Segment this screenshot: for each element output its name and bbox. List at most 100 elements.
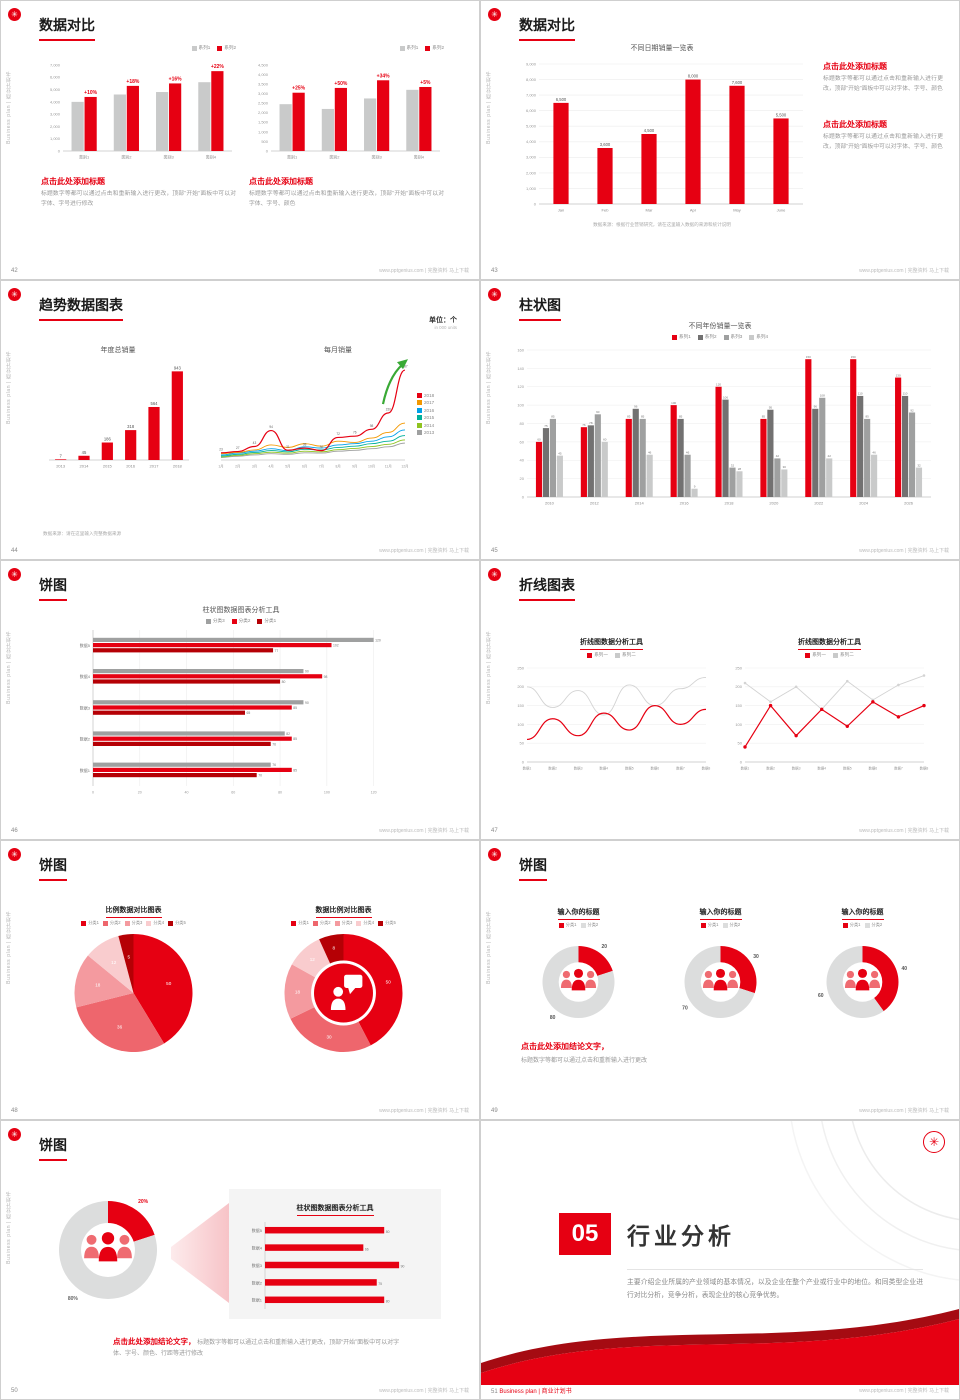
- monthly-sales-block: 每月销量 1月 2月 3月 4月 5月 6月 7月 8月 9月 10月 11月 12月 23 27 43 94…: [213, 345, 463, 470]
- svg-text:12月: 12月: [401, 465, 408, 469]
- watermark: www.pptgenius.com | 完整资料 马上下载: [859, 1108, 949, 1114]
- svg-text:数据2: 数据2: [766, 766, 775, 771]
- chart-legend: 系列1 系列2: [249, 45, 444, 51]
- svg-text:100: 100: [324, 791, 330, 795]
- brand-logo-icon: ✳: [488, 848, 501, 861]
- svg-text:类别1: 类别1: [79, 154, 90, 160]
- brand-logo-icon: ✳: [8, 8, 21, 21]
- text-block: 点击此处添加标题 标题数字等都可以通过点击和重新输入进行更改，顶部“开始”面板中…: [823, 61, 943, 95]
- page-number: 43: [491, 268, 498, 274]
- svg-text:120: 120: [716, 383, 721, 387]
- legend-item: 分类1: [700, 922, 719, 928]
- side-label: Business plan | 商业计划书: [6, 71, 12, 144]
- funnel-shape: [171, 1203, 229, 1303]
- slide-49[interactable]: ✳ Business plan | 商业计划书 饼图 输入你的标题 分类1 分类2…: [481, 841, 959, 1119]
- svg-text:500: 500: [261, 139, 268, 144]
- watermark: www.pptgenius.com | 完整资料 马上下载: [859, 268, 949, 274]
- svg-text:96: 96: [634, 405, 638, 409]
- svg-text:0: 0: [266, 148, 269, 153]
- svg-text:78: 78: [589, 421, 593, 425]
- page-number: 49: [491, 1108, 498, 1114]
- svg-text:5,000: 5,000: [50, 87, 61, 92]
- monthly-sales-line-chart: 1月 2月 3月 4月 5月 6月 7月 8月 9月 10月 11月 12月 23 27 43 94 31 38 3…: [218, 359, 409, 469]
- slide-45[interactable]: ✳ Business plan | 商业计划书 柱状图 不同年份销量一览表 系列…: [481, 281, 959, 559]
- chart-legend: 分类1 分类2: [511, 922, 646, 928]
- svg-text:0: 0: [58, 148, 61, 153]
- svg-text:82: 82: [286, 732, 290, 736]
- legend-item: 系列二: [615, 652, 636, 658]
- svg-text:0: 0: [740, 759, 743, 764]
- slide-47[interactable]: ✳ Business plan | 商业计划书 折线图表 折线图数据分析工具 系…: [481, 561, 959, 839]
- svg-text:数据8: 数据8: [702, 766, 711, 771]
- grouped-bar-chart: 160 140 120 100 80 60 40 20 0 2010 60 75 85 45 2012 76 7…: [517, 347, 931, 506]
- svg-text:76: 76: [353, 431, 357, 435]
- svg-text:30: 30: [320, 445, 324, 449]
- smooth-line-chart: 250 200 150 100 50 0 数据1 数据2 数据3 数据4 数据5 数据6 数据7 数据8: [517, 665, 711, 771]
- svg-text:数据2: 数据2: [80, 736, 91, 742]
- svg-text:Mar: Mar: [646, 208, 654, 213]
- chart-block: 不同年份销量一览表 系列1 系列2 系列3 系列4 160 140 120 100 80 60 4…: [505, 321, 935, 512]
- svg-text:85: 85: [679, 415, 683, 419]
- slide-46[interactable]: ✳ Business plan | 商业计划书 饼图 柱状图数据图表分析工具 分…: [1, 561, 479, 839]
- svg-text:92: 92: [910, 408, 914, 412]
- legend-item: 系列一: [805, 652, 826, 658]
- conclusion-heading: 点击此处添加结论文字，: [521, 1042, 609, 1051]
- svg-text:30: 30: [753, 954, 759, 960]
- svg-text:60: 60: [520, 439, 525, 444]
- svg-text:75: 75: [378, 1282, 382, 1286]
- unit-main: 单位：个: [429, 317, 457, 324]
- legend-item: 2014: [417, 422, 434, 428]
- svg-text:6,500: 6,500: [556, 97, 567, 102]
- slide-44[interactable]: ✳ Business plan | 商业计划书 趋势数据图表 单位：个 in 0…: [1, 281, 479, 559]
- svg-text:287: 287: [402, 365, 408, 369]
- slide-42[interactable]: ✳ Business plan | 商业计划书 数据对比 系列1 系列2 7,00…: [1, 1, 479, 279]
- svg-text:90: 90: [305, 701, 309, 705]
- svg-text:70: 70: [258, 774, 262, 778]
- slide-footer: 51 Business plan | 商业计划书: [491, 1386, 572, 1395]
- svg-text:85: 85: [293, 706, 297, 710]
- svg-text:8,000: 8,000: [526, 77, 537, 82]
- slide-43[interactable]: ✳ Business plan | 商业计划书 数据对比 不同日期销量一览表 9…: [481, 1, 959, 279]
- svg-text:+34%: +34%: [377, 73, 390, 79]
- slide-50[interactable]: ✳ Business plan | 商业计划书 饼图 20% 80% 柱状图数据图…: [1, 1121, 479, 1399]
- chart-block-left: 系列1 系列2 7,000 6,000 5,000 4,000 3,000 2,000 1,0…: [41, 45, 236, 210]
- slide-title: 柱状图: [519, 295, 561, 321]
- svg-text:200: 200: [735, 684, 742, 689]
- side-label: Business plan | 商业计划书: [6, 631, 12, 704]
- red-swoosh: [481, 1309, 959, 1385]
- svg-text:类别2: 类别2: [121, 154, 132, 160]
- svg-text:+25%: +25%: [292, 86, 305, 92]
- svg-text:0: 0: [522, 494, 525, 499]
- slide-51[interactable]: ✳ 05 行业分析 主要介绍企业所属的产业领域的基本情况，以及企业在整个产业或行…: [481, 1121, 959, 1399]
- svg-text:250: 250: [517, 665, 524, 670]
- svg-text:85: 85: [293, 768, 297, 772]
- svg-text:2016: 2016: [126, 464, 136, 469]
- svg-text:80: 80: [278, 791, 282, 795]
- svg-text:80: 80: [385, 1299, 389, 1303]
- svg-text:98: 98: [324, 675, 328, 679]
- block-body: 标题数字等都可以通过点击和重新输入进行更改，顶部“开始”面板中可以对字体、字号、…: [823, 76, 943, 92]
- brand-logo-icon: ✳: [488, 288, 501, 301]
- svg-text:42: 42: [776, 454, 780, 458]
- legend-item: 分类2: [864, 922, 882, 928]
- svg-text:9: 9: [694, 485, 696, 489]
- svg-text:20: 20: [138, 791, 142, 795]
- svg-text:50: 50: [386, 980, 392, 985]
- svg-text:50: 50: [166, 981, 172, 986]
- svg-text:45: 45: [558, 451, 562, 455]
- legend-item: 分类1: [81, 920, 99, 926]
- slide-48[interactable]: ✳ Business plan | 商业计划书 饼图 比例数据对比图表 分类1 分…: [1, 841, 479, 1119]
- pair-bar-chart-right: 4,500 4,000 3,500 3,000 2,500 2,000 1,500 1,000…: [258, 62, 440, 160]
- svg-text:80: 80: [520, 421, 525, 426]
- text-block: 点击此处添加标题 标题数字等都可以通过点击和重新输入进行更改，顶部“开始”面板中…: [823, 119, 943, 153]
- sales-bar-chart: 9,000 8,000 7,000 6,000 5,000 4,000 3,000 2,000…: [526, 61, 803, 213]
- legend-item: 分类3: [124, 920, 142, 926]
- svg-text:1月: 1月: [218, 465, 223, 469]
- legend-item: 系列一: [587, 652, 608, 658]
- svg-text:10月: 10月: [368, 465, 375, 469]
- section-title: 行业分析: [627, 1223, 735, 1249]
- svg-text:150: 150: [735, 703, 742, 708]
- svg-text:38: 38: [303, 443, 307, 447]
- svg-text:数据7: 数据7: [894, 766, 903, 771]
- chart-block: 柱状图数据图表分析工具 分类3 分类2 分类1 0 20 40 60 80 100 120 数据5…: [69, 605, 413, 801]
